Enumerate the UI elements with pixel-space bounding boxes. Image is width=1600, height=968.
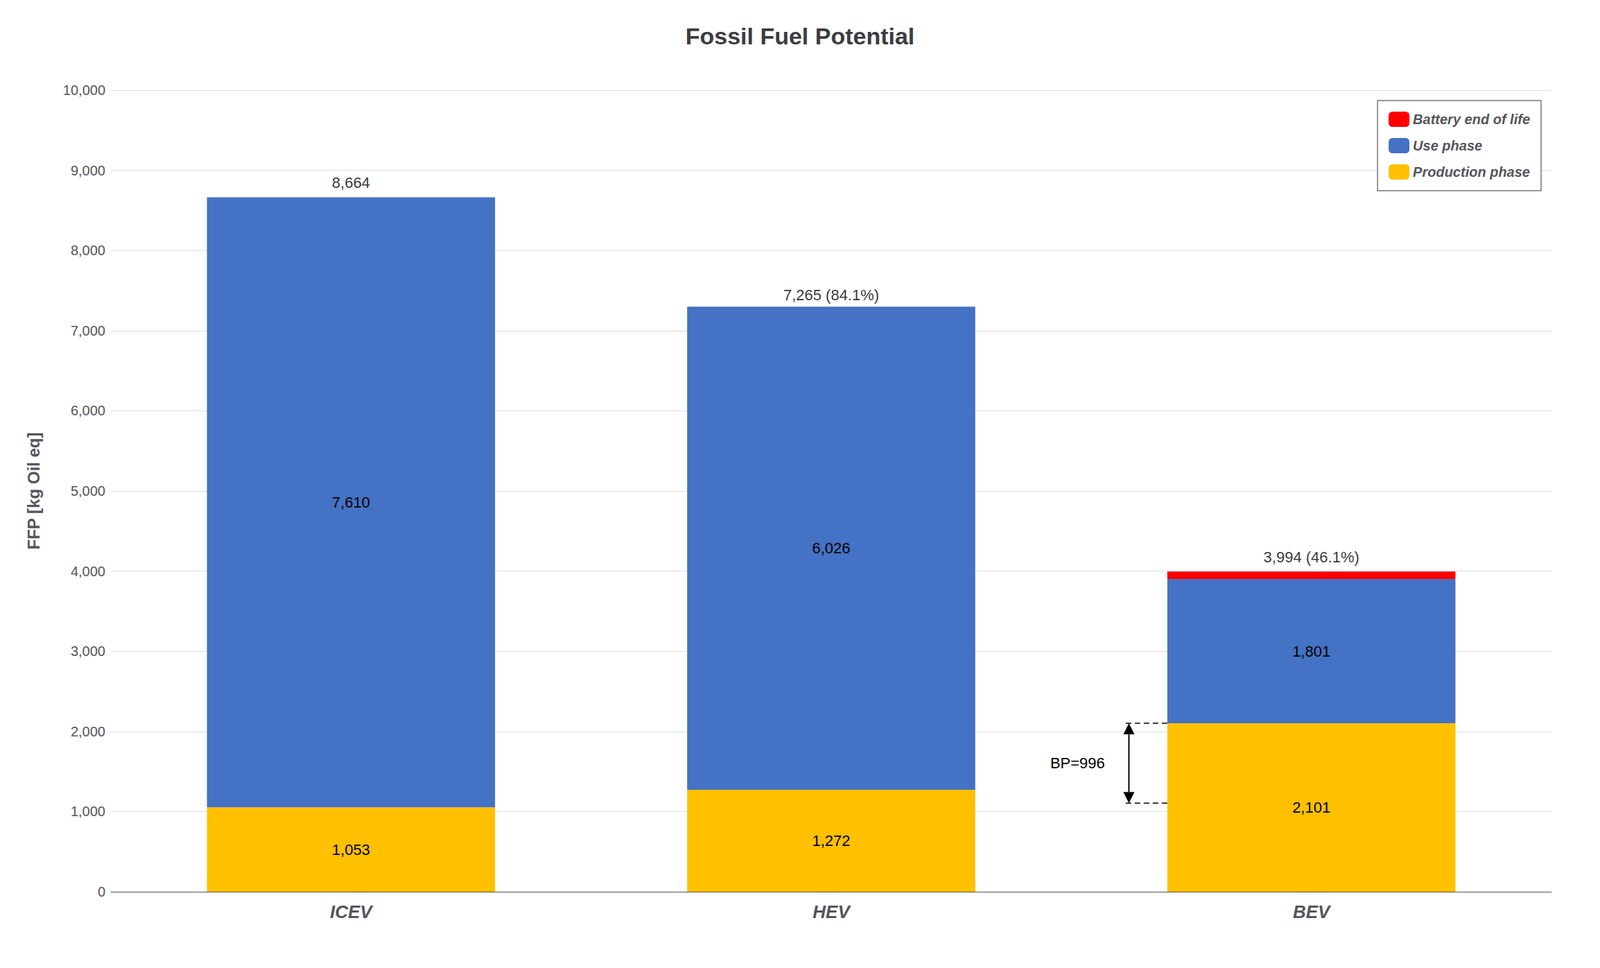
svg-text:ICEV: ICEV	[329, 901, 374, 923]
svg-text:BEV: BEV	[1292, 901, 1332, 923]
svg-text:4,000: 4,000	[70, 563, 106, 579]
svg-text:BP=996: BP=996	[1050, 754, 1106, 772]
svg-text:Use phase: Use phase	[1412, 137, 1483, 154]
svg-text:7,610: 7,610	[332, 493, 371, 511]
svg-text:1,053: 1,053	[332, 840, 371, 859]
svg-text:1,272: 1,272	[811, 831, 850, 850]
svg-text:Fossil Fuel Potential: Fossil Fuel Potential	[685, 22, 916, 50]
svg-text:2,000: 2,000	[70, 723, 106, 739]
svg-text:FFP [kg Oil eq]: FFP [kg Oil eq]	[24, 432, 43, 550]
svg-text:10,000: 10,000	[63, 82, 106, 98]
svg-text:3,000: 3,000	[70, 643, 106, 659]
svg-text:9,000: 9,000	[70, 162, 106, 179]
svg-text:8,000: 8,000	[70, 242, 106, 258]
svg-text:Battery end of life: Battery end of life	[1412, 111, 1530, 127]
svg-text:0: 0	[97, 883, 106, 900]
svg-text:5,000: 5,000	[70, 483, 106, 499]
svg-text:7,265 (84.1%): 7,265 (84.1%)	[783, 286, 880, 304]
svg-text:8,664: 8,664	[332, 174, 371, 192]
svg-text:7,000: 7,000	[70, 323, 106, 339]
svg-text:3,994 (46.1%): 3,994 (46.1%)	[1263, 548, 1360, 566]
svg-text:2,101: 2,101	[1292, 798, 1331, 816]
svg-text:6,026: 6,026	[811, 539, 850, 557]
svg-text:1,801: 1,801	[1292, 642, 1331, 660]
svg-text:HEV: HEV	[812, 901, 852, 923]
svg-text:Production phase: Production phase	[1412, 164, 1530, 180]
svg-text:6,000: 6,000	[70, 402, 106, 419]
svg-text:1,000: 1,000	[70, 803, 106, 819]
